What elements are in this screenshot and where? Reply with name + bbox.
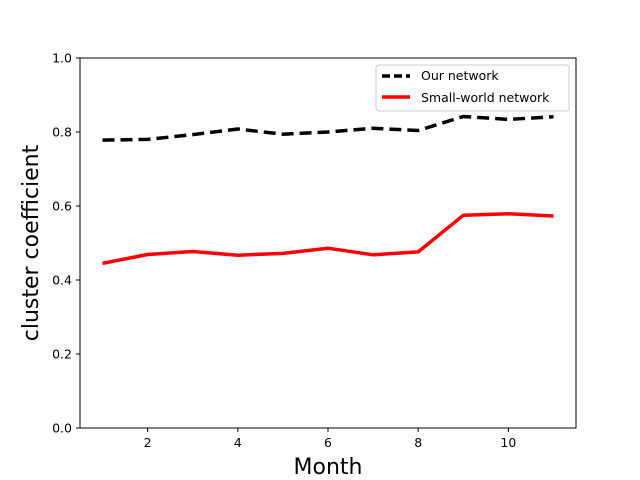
x-axis-title: Month [294, 455, 363, 480]
y-tick-label: 0.6 [52, 199, 72, 214]
y-axis-ticks: 0.0 0.2 0.4 0.6 0.8 1.0 [52, 51, 80, 436]
legend-box [375, 64, 570, 112]
x-axis-ticks: 2 4 6 8 10 [144, 428, 516, 450]
y-tick-label: 0.8 [52, 125, 72, 140]
y-axis-title: cluster coefficient [19, 144, 44, 341]
y-tick-label: 0.0 [52, 421, 72, 436]
x-tick-label: 10 [500, 435, 516, 450]
series-line-small-world-network [102, 212, 554, 266]
plot-area [80, 58, 576, 428]
series-line-our-network [102, 114, 554, 142]
legend-label-small-world-network: Small-world network [421, 90, 550, 105]
y-tick-label: 0.2 [52, 347, 72, 362]
legend-label-our-network: Our network [421, 68, 499, 83]
x-tick-label: 8 [414, 435, 422, 450]
y-tick-label: 1.0 [52, 51, 72, 66]
y-tick-label: 0.4 [52, 273, 72, 288]
x-tick-label: 6 [324, 435, 332, 450]
x-tick-label: 4 [234, 435, 242, 450]
series-layer [102, 114, 554, 266]
plot-frame [79, 57, 577, 429]
legend: Our network Small-world network [375, 64, 570, 112]
x-tick-label: 2 [144, 435, 152, 450]
